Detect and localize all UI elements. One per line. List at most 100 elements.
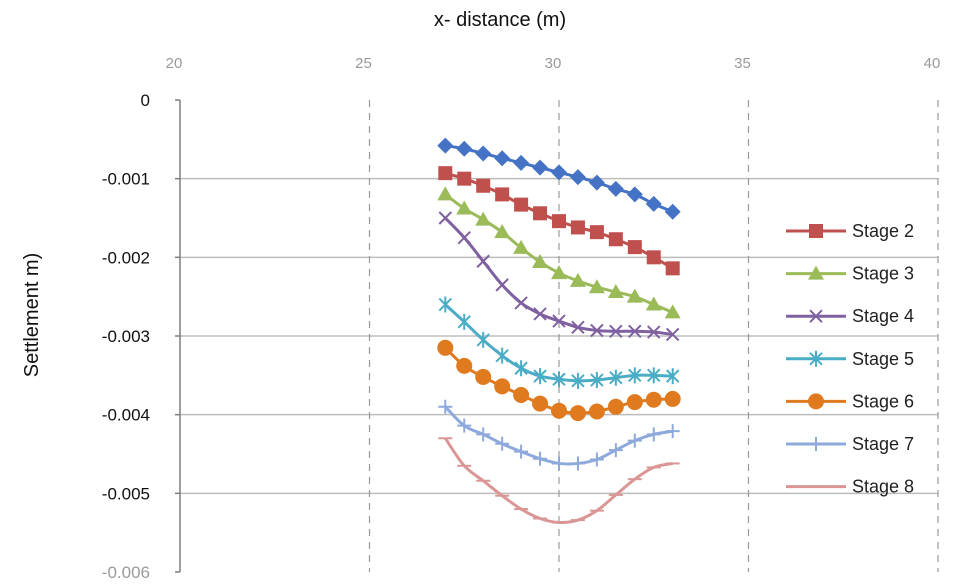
data-point	[646, 250, 661, 265]
y-tick-label: -0.003	[102, 327, 150, 346]
data-point	[476, 427, 491, 442]
x-tick-labels: 20 25 30 35 40	[166, 55, 941, 72]
data-point	[438, 296, 453, 313]
data-point	[532, 395, 549, 412]
data-point	[533, 307, 547, 321]
data-point	[532, 254, 549, 269]
data-point	[552, 456, 566, 471]
data-point	[626, 394, 643, 411]
data-point	[514, 444, 529, 459]
data-point	[607, 283, 624, 298]
data-point	[627, 433, 642, 448]
data-point	[532, 159, 549, 176]
data-point	[514, 296, 528, 310]
data-point	[476, 331, 490, 348]
data-point	[626, 186, 643, 203]
data-point	[552, 314, 566, 328]
data-point	[438, 211, 453, 225]
y-tick-label: -0.006	[102, 563, 150, 582]
data-point	[437, 137, 454, 154]
data-point	[626, 288, 643, 303]
data-point	[495, 187, 510, 202]
gridlines	[175, 99, 939, 573]
data-point	[551, 265, 567, 280]
x-tick-label: 20	[166, 55, 183, 72]
data-point	[456, 200, 473, 215]
data-point	[809, 309, 823, 323]
legend-item: Stage 4	[786, 306, 914, 326]
legend-label: Stage 4	[852, 306, 914, 326]
data-series	[437, 137, 681, 524]
data-point	[628, 367, 642, 384]
data-point	[456, 357, 473, 374]
data-point	[533, 451, 548, 466]
y-tick-labels: 0 -0.001 -0.002 -0.003 -0.004 -0.005 -0.006	[102, 91, 150, 582]
data-point	[645, 296, 662, 311]
data-point	[551, 164, 567, 181]
data-point	[590, 372, 604, 389]
series-stage-7	[438, 399, 680, 471]
data-point	[607, 180, 624, 197]
data-point	[588, 403, 605, 420]
data-point	[589, 452, 604, 467]
data-point	[609, 324, 623, 338]
data-point	[665, 368, 680, 385]
data-point	[809, 437, 823, 451]
series-stage-2	[438, 166, 680, 276]
data-point	[514, 197, 529, 212]
data-point	[665, 327, 680, 342]
data-point	[809, 224, 823, 238]
data-point	[569, 405, 586, 422]
legend-item: Stage 8	[786, 477, 914, 497]
data-point	[475, 368, 492, 385]
data-point	[475, 211, 492, 226]
data-point	[628, 324, 642, 338]
legend-label: Stage 6	[852, 391, 914, 411]
legend-label: Stage 2	[852, 221, 914, 241]
data-point	[494, 224, 511, 239]
x-tick-label: 30	[545, 55, 562, 72]
data-point	[569, 169, 586, 186]
data-point	[665, 424, 680, 439]
data-point	[533, 206, 548, 221]
y-tick-label: -0.005	[102, 484, 150, 503]
data-point	[608, 443, 623, 458]
data-point	[664, 390, 681, 407]
data-point	[571, 320, 585, 335]
data-point	[513, 387, 530, 403]
data-point	[607, 398, 624, 415]
data-point	[495, 278, 509, 292]
data-point	[513, 239, 530, 254]
series-stage-8	[438, 437, 680, 524]
legend-label: Stage 5	[852, 349, 914, 369]
legend-item: Stage 7	[786, 434, 914, 454]
data-point	[438, 399, 453, 414]
y-tick-label: 0	[141, 91, 150, 110]
data-point	[457, 230, 471, 245]
data-point	[438, 166, 453, 181]
legend-label: Stage 3	[852, 264, 914, 284]
y-tick-label: -0.001	[102, 170, 150, 189]
data-point	[437, 339, 454, 356]
legend-item: Stage 2	[786, 221, 914, 241]
legend-label: Stage 7	[852, 434, 914, 454]
data-point	[494, 150, 511, 167]
data-point	[645, 195, 662, 212]
series-stage-4	[438, 211, 680, 342]
data-point	[569, 272, 586, 287]
y-tick-label: -0.002	[102, 248, 150, 267]
legend-item: Stage 5	[786, 349, 914, 369]
series-unnamed-1	[437, 137, 681, 220]
data-point	[533, 368, 547, 385]
x-tick-label: 40	[924, 55, 941, 72]
data-point	[495, 436, 510, 451]
data-point	[609, 369, 623, 386]
x-tick-label: 25	[355, 55, 372, 72]
x-tick-label: 35	[734, 55, 751, 72]
series-stage-6	[437, 339, 681, 422]
y-tick-label: -0.004	[102, 406, 150, 425]
data-point	[588, 279, 605, 294]
data-point	[552, 214, 566, 229]
data-point	[647, 325, 661, 339]
data-point	[456, 140, 473, 157]
